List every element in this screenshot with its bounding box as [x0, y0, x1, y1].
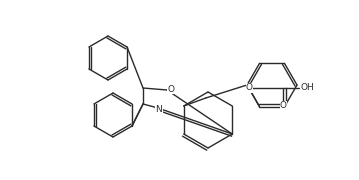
Text: O: O — [168, 84, 174, 93]
Text: O: O — [246, 83, 253, 92]
Text: O: O — [280, 101, 287, 110]
Text: N: N — [155, 105, 162, 114]
Text: OH: OH — [300, 83, 314, 92]
